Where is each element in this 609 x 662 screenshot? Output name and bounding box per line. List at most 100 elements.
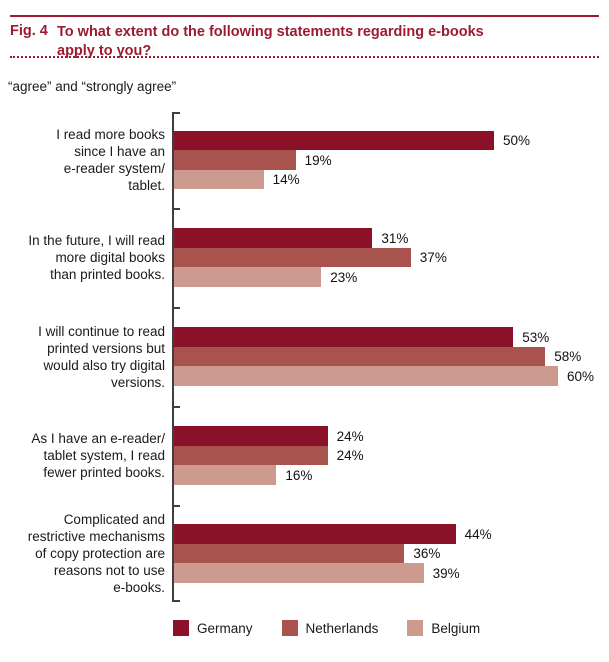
axis-tick <box>174 406 180 408</box>
chart-group: I read more books since I have an e-reader… <box>0 112 609 208</box>
bar-row: 60% <box>174 366 594 386</box>
bar-row: 53% <box>174 327 594 347</box>
value-label: 60% <box>567 368 595 384</box>
value-label: 39% <box>432 565 460 581</box>
category-label-line: would also try digital <box>43 357 165 373</box>
value-label: 16% <box>285 467 313 483</box>
bar-row: 50% <box>174 130 530 151</box>
legend-item-netherlands: Netherlands <box>281 620 379 636</box>
bar-group: 44% 36% 39% <box>174 524 492 583</box>
bar-netherlands <box>174 543 405 564</box>
axis-tick <box>174 112 180 114</box>
bar-row: 24% <box>174 445 364 466</box>
category-label-line: since I have an <box>74 144 165 159</box>
bar-belgium <box>174 563 424 583</box>
legend-item-germany: Germany <box>173 620 253 636</box>
y-axis-line <box>172 112 174 602</box>
category-label-line: of copy protection are <box>35 546 165 561</box>
chart-groups: I read more books since I have an e-reader… <box>0 112 609 602</box>
bar-netherlands <box>174 445 328 466</box>
category-label-line: e-books. <box>113 580 165 595</box>
category-label-line: restrictive mechanisms <box>27 529 165 544</box>
bar-germany <box>174 130 494 151</box>
bar-row: 36% <box>174 543 492 564</box>
value-label: 19% <box>304 152 332 168</box>
chart-group: As I have an e-reader/tablet system, I r… <box>0 406 609 505</box>
bar-belgium <box>174 169 264 190</box>
category-label-line: I will continue to read <box>38 323 165 339</box>
category-label-line: In the future, I will read <box>28 233 165 248</box>
bar-row: 58% <box>174 346 594 367</box>
figure-number: Fig. 4 <box>10 23 48 39</box>
legend-swatch-netherlands <box>281 620 298 636</box>
chart-subtitle: “agree” and “strongly agree” <box>8 79 177 94</box>
bar-row: 14% <box>174 169 530 190</box>
value-label: 37% <box>419 250 447 265</box>
figure-title-line2: apply to you? <box>57 43 152 59</box>
value-label: 44% <box>464 526 492 542</box>
category-label-line: versions. <box>110 374 165 390</box>
bar-group: 53% 58% 60% <box>174 327 594 386</box>
value-label: 24% <box>336 428 364 444</box>
legend-label: Netherlands <box>305 620 379 636</box>
category-label-line: tablet system, I read <box>43 448 165 463</box>
value-label: 31% <box>381 230 409 246</box>
legend-swatch-germany <box>173 620 189 636</box>
top-rule <box>10 15 599 17</box>
category-label-line: more digital books <box>55 250 165 265</box>
bar-chart: I read more books since I have an e-reader… <box>0 112 609 602</box>
value-label: 23% <box>330 269 358 285</box>
value-label: 14% <box>272 172 300 187</box>
legend-label: Belgium <box>431 620 481 636</box>
category-label-line: Complicated and <box>63 512 165 527</box>
value-label: 24% <box>336 448 364 463</box>
legend-swatch-belgium <box>407 620 424 636</box>
legend-label: Germany <box>197 620 253 636</box>
bar-group: 31% 37% 23% <box>174 228 447 287</box>
chart-group: Complicated and restrictive mechanisms of … <box>0 505 609 602</box>
bar-germany <box>174 524 456 544</box>
chart-group: I will continue to read printed versions … <box>0 307 609 406</box>
bar-row: 24% <box>174 426 364 446</box>
value-label: 36% <box>413 546 441 561</box>
axis-tick <box>174 505 180 507</box>
bar-row: 23% <box>174 267 447 287</box>
bar-row: 44% <box>174 524 492 544</box>
category-label-line: As I have an e-reader/ <box>31 431 165 446</box>
category-label-line: than printed books. <box>50 267 165 282</box>
figure-title-line1: To what extent do the following statemen… <box>57 24 484 40</box>
bar-belgium <box>174 366 558 386</box>
bar-netherlands <box>174 150 296 170</box>
category-label: In the future, I will read more digital b… <box>0 232 165 283</box>
category-label-line: printed versions but <box>47 340 165 356</box>
bar-row: 39% <box>174 563 492 583</box>
chart-legend: Germany Netherlands Belgium <box>173 620 480 636</box>
bar-row: 19% <box>174 150 530 170</box>
dotted-divider <box>10 56 599 58</box>
bar-belgium <box>174 465 277 485</box>
category-label-line: reasons not to use <box>53 563 165 578</box>
category-label-line: tablet. <box>128 178 165 193</box>
bar-row: 37% <box>174 247 447 268</box>
bar-germany <box>174 426 328 446</box>
bar-belgium <box>174 267 322 287</box>
bar-germany <box>174 327 514 347</box>
value-label: 58% <box>554 349 582 364</box>
bar-group: 50% 19% 14% <box>174 130 530 190</box>
bar-group: 24% 24% 16% <box>174 426 364 485</box>
value-label: 53% <box>522 329 550 345</box>
axis-tick <box>174 208 180 210</box>
figure-title: To what extent do the following statemen… <box>57 23 484 61</box>
category-label-line: e-reader system/ <box>63 161 165 176</box>
bar-row: 31% <box>174 228 447 248</box>
category-label: I read more books since I have an e-reader… <box>0 126 165 194</box>
bar-germany <box>174 228 373 248</box>
category-label: As I have an e-reader/tablet system, I r… <box>0 430 165 481</box>
bar-netherlands <box>174 346 546 367</box>
bar-netherlands <box>174 247 411 268</box>
axis-tick <box>174 307 180 309</box>
category-label: I will continue to read printed versions … <box>0 323 165 391</box>
category-label: Complicated and restrictive mechanisms of … <box>0 511 165 596</box>
chart-group: In the future, I will read more digital b… <box>0 208 609 307</box>
